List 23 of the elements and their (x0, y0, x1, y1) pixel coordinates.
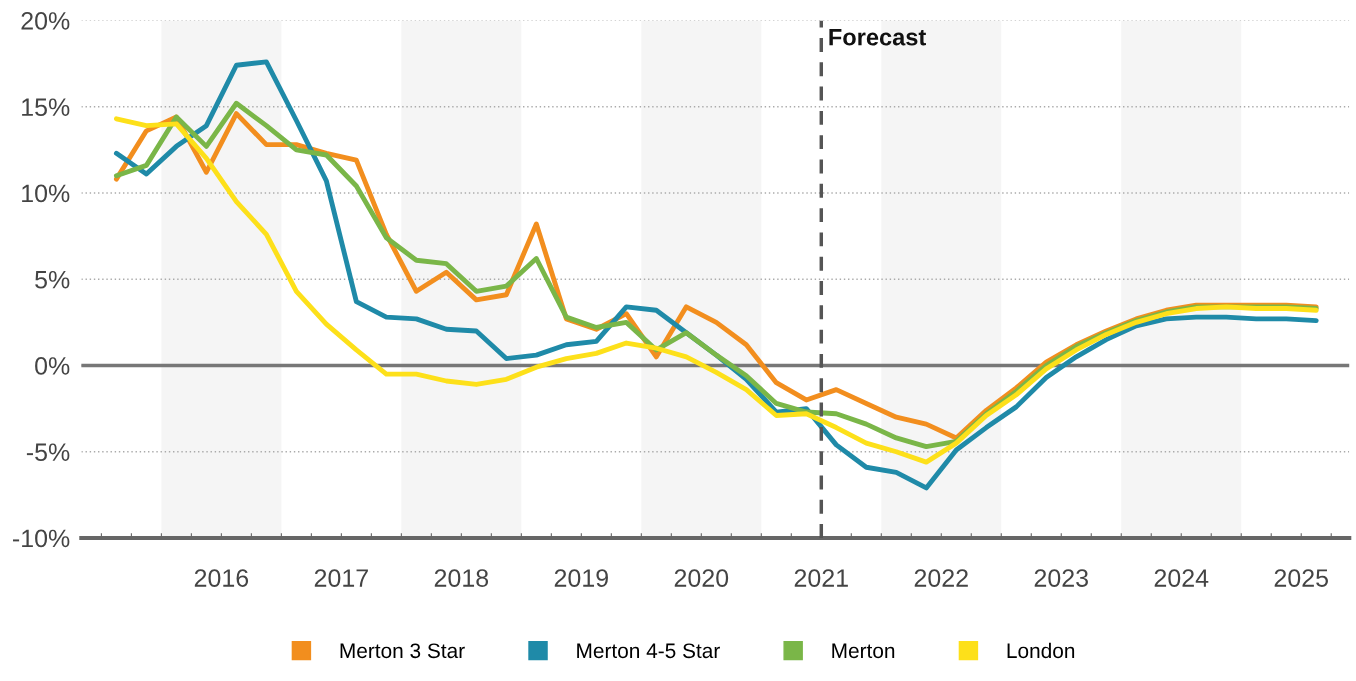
x-tick-label: 2025 (1274, 569, 1328, 587)
x-tick-label: 2023 (1034, 569, 1088, 587)
x-tick-label: 2018 (434, 569, 489, 587)
legend-label: Merton 4-5 Star (577, 643, 720, 659)
legend-label: London (1007, 642, 1075, 659)
legend-label: Merton 3 Star (340, 643, 465, 659)
x-tick-label: 2020 (674, 569, 729, 587)
x-tick-label: 2024 (1154, 569, 1209, 587)
x-tick-label: 2021 (794, 569, 848, 587)
y-tick-label: 20% (21, 12, 70, 30)
x-tick-label: 2022 (914, 569, 968, 587)
y-tick-label: -5% (26, 443, 70, 462)
legend-label: Merton (832, 643, 895, 659)
x-tick-label: 2019 (554, 569, 608, 587)
ref-line-label: Forecast (829, 29, 926, 46)
y-tick-label: 5% (35, 270, 70, 289)
y-tick-label: 15% (22, 98, 70, 116)
x-tick-label: 2017 (314, 569, 368, 587)
y-tick-label: 0% (35, 357, 70, 375)
line-series (113, 59, 1319, 491)
y-tick-label: 10% (22, 184, 70, 203)
x-tick-label: 2016 (194, 569, 249, 587)
y-tick-label: -10% (13, 529, 70, 548)
